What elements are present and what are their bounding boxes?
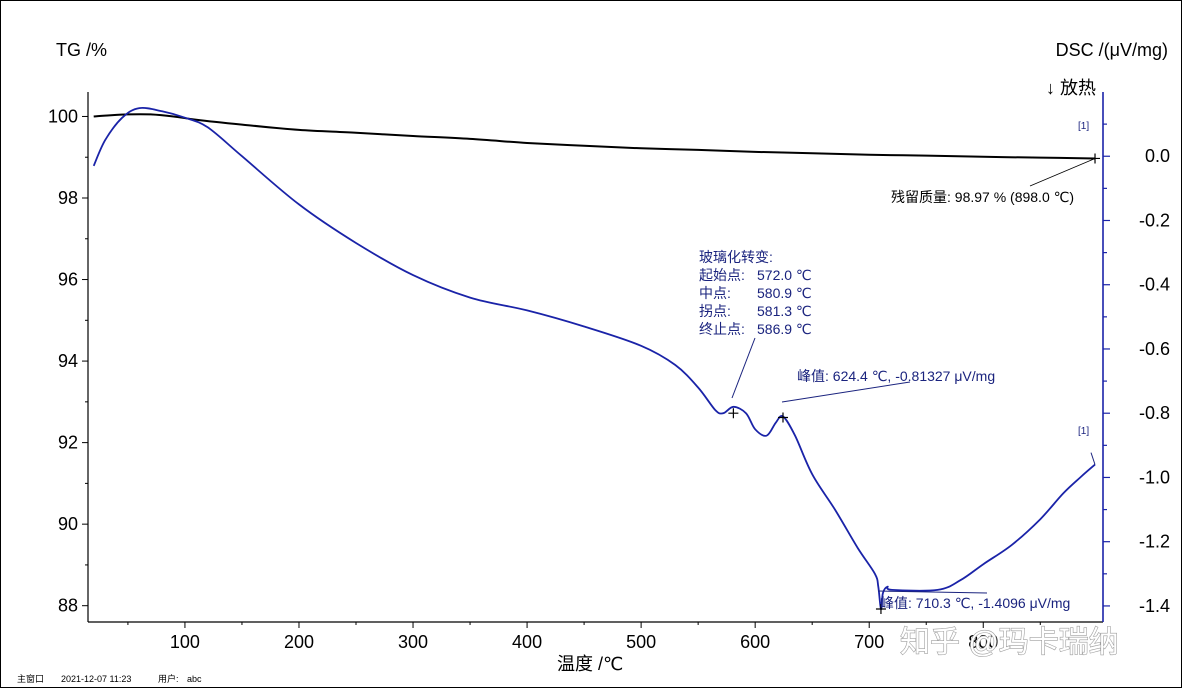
axis-ticks: 100 200 300 400 500 600 700 800 88 90 92 94 96 98 100 0… xyxy=(48,106,1170,652)
footer-datetime: 2021-12-07 11:23 xyxy=(61,674,131,684)
dsc-end-marker-label: [1] xyxy=(1078,426,1089,437)
x-tick-label: 600 xyxy=(740,632,770,652)
exo-direction-label: ↓ 放热 xyxy=(1046,78,1096,98)
glass-transition-marker xyxy=(728,408,739,419)
peak2-leader-line xyxy=(877,590,988,594)
peak2-label: 峰值: 710.3 ℃, -1.4096 μV/mg xyxy=(880,595,1070,611)
y-left-tick-label: 88 xyxy=(58,596,78,616)
footer-user: abc xyxy=(187,674,202,684)
y-left-tick-label: 98 xyxy=(58,188,78,208)
peak1-leader-line xyxy=(781,381,911,403)
y-left-axis-title: TG /% xyxy=(56,40,107,60)
y-left-tick-label: 94 xyxy=(58,351,78,371)
x-tick-label: 400 xyxy=(512,632,542,652)
y-right-tick-label: -0.4 xyxy=(1139,275,1170,295)
x-tick-label: 100 xyxy=(170,632,200,652)
endset-label: 终止点: xyxy=(699,321,745,337)
y-left-tick-label: 92 xyxy=(58,433,78,453)
inflection-label: 拐点: xyxy=(699,303,731,319)
peak1-label: 峰值: 624.4 ℃, -0.81327 μV/mg xyxy=(797,368,995,384)
endset-value: 586.9 ℃ xyxy=(757,321,812,337)
midpoint-label: 中点: xyxy=(699,285,731,301)
peak2-marker xyxy=(875,604,886,615)
y-right-tick-label: 0.0 xyxy=(1145,146,1170,166)
dsc-end-marker xyxy=(1090,452,1096,465)
x-tick-label: 500 xyxy=(626,632,656,652)
tg-end-marker-label: [1] xyxy=(1078,121,1089,132)
y-right-tick-label: -1.4 xyxy=(1139,596,1170,616)
tg-end-marker xyxy=(1090,153,1101,164)
y-right-tick-label: -0.6 xyxy=(1139,339,1170,359)
y-right-axis-title: DSC /(μV/mg) xyxy=(1056,40,1168,60)
x-axis-title: 温度 /℃ xyxy=(557,654,623,674)
watermark-text: 知乎 @玛卡瑞纳 xyxy=(900,626,1119,659)
glass-transition-annotation: 玻璃化转变: 起始点: 572.0 ℃ 中点: 580.9 ℃ 拐点: 581.… xyxy=(699,249,812,399)
midpoint-value: 580.9 ℃ xyxy=(757,285,812,301)
x-tick-label: 700 xyxy=(854,632,884,652)
onset-label: 起始点: xyxy=(699,267,745,283)
y-right-tick-label: -1.2 xyxy=(1139,532,1170,552)
y-right-tick-label: -0.2 xyxy=(1139,210,1170,230)
glass-transition-title: 玻璃化转变: xyxy=(699,249,773,265)
inflection-value: 581.3 ℃ xyxy=(757,303,812,319)
onset-value: 572.0 ℃ xyxy=(757,267,812,283)
glass-transition-leader-line xyxy=(731,337,756,399)
dsc-curve xyxy=(92,106,1096,611)
peak1-marker xyxy=(777,412,788,423)
residual-leader-line xyxy=(1029,158,1096,187)
x-tick-label: 300 xyxy=(398,632,428,652)
y-right-tick-label: -1.0 xyxy=(1139,467,1170,487)
series-layer xyxy=(92,106,1101,615)
y-left-tick-label: 100 xyxy=(48,106,78,126)
tg-curve xyxy=(93,113,1096,160)
residual-mass-label: 残留质量: 98.97 % (898.0 ℃) xyxy=(891,189,1074,205)
y-right-tick-label: -0.8 xyxy=(1139,403,1170,423)
y-left-tick-label: 96 xyxy=(58,270,78,290)
footer-user-label: 用户: xyxy=(158,673,179,684)
y-left-tick-label: 90 xyxy=(58,514,78,534)
footer-window-label: 主窗口 xyxy=(17,673,44,684)
x-tick-label: 200 xyxy=(284,632,314,652)
x-tick-label: 800 xyxy=(968,632,998,652)
